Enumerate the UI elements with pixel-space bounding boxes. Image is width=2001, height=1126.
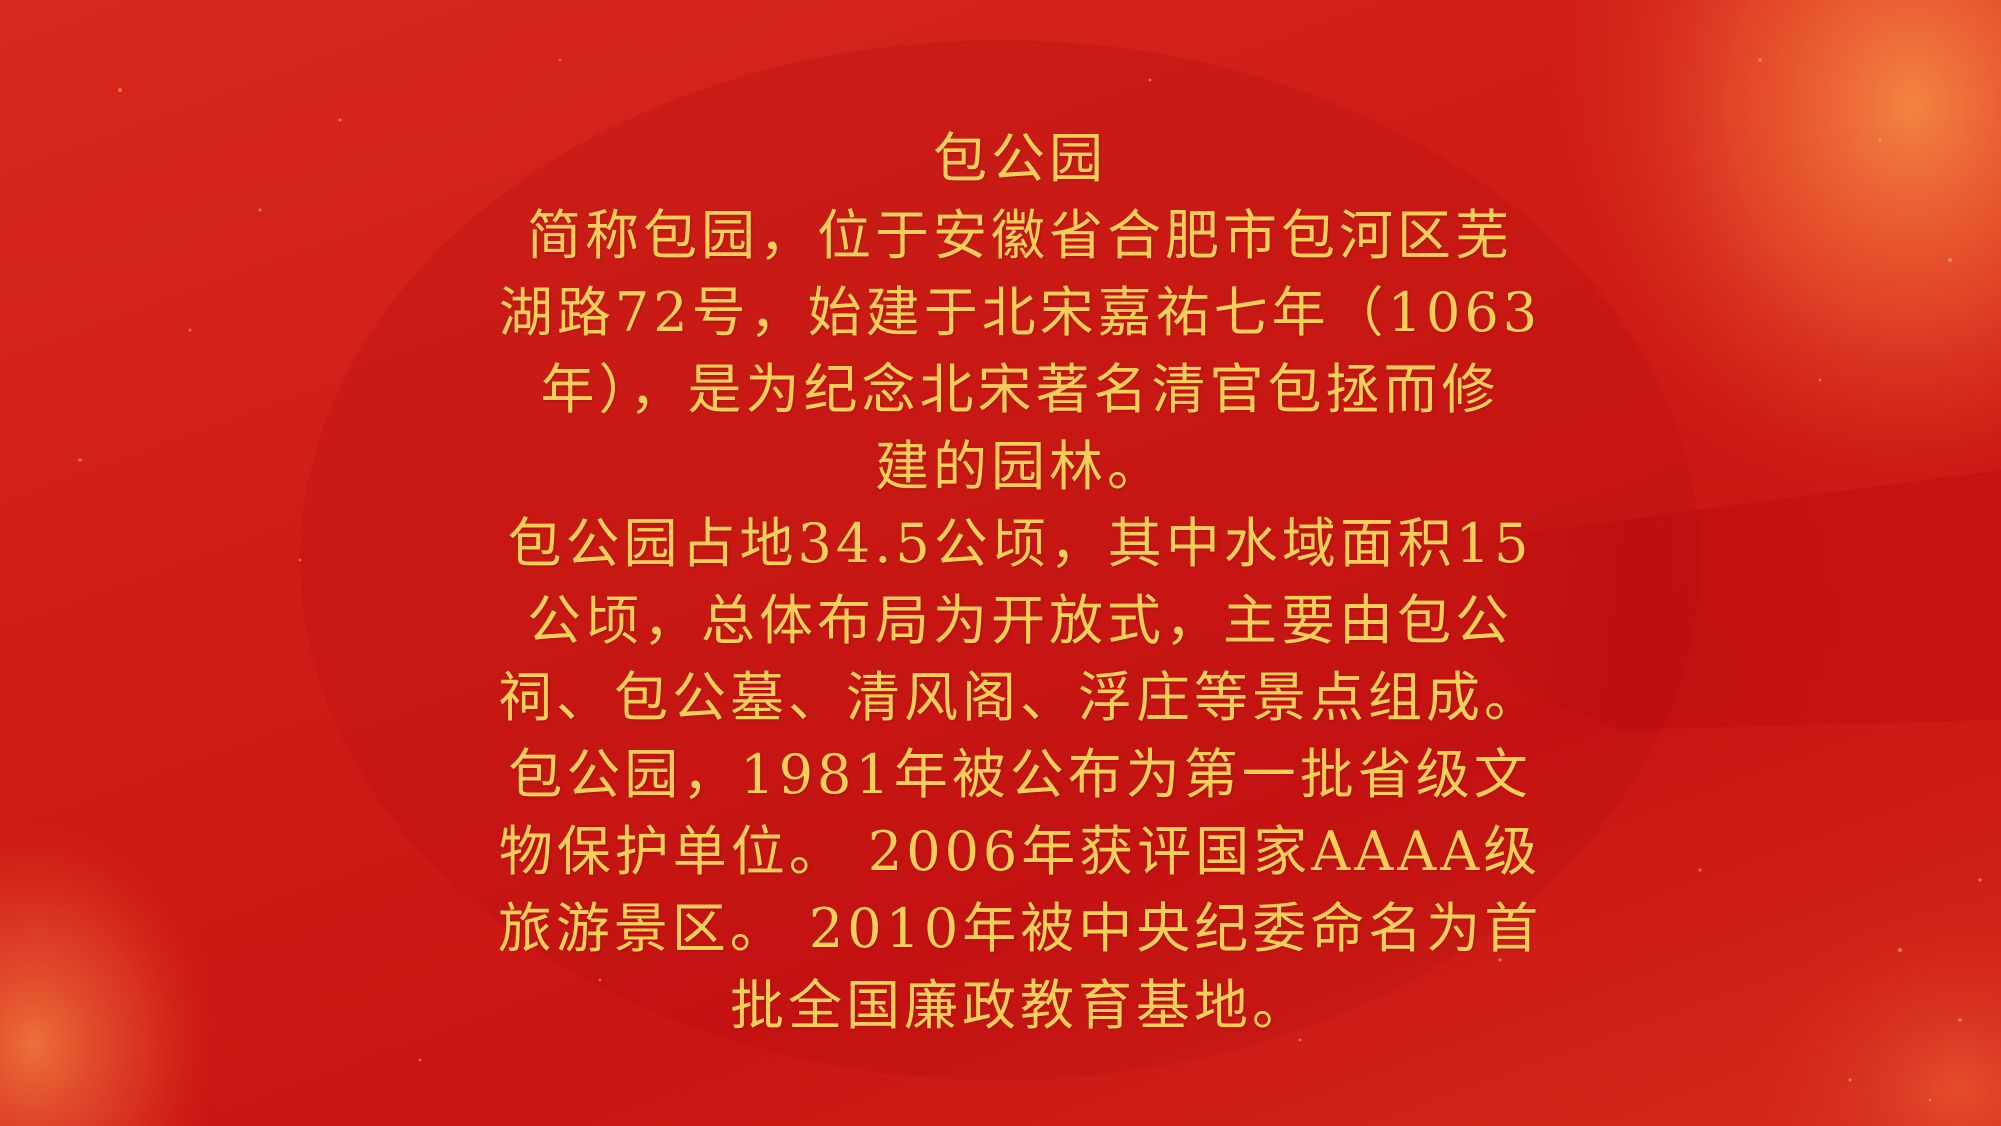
text-line: 包公园占地34.5公顷，其中水域面积15 (507, 512, 1533, 575)
text-line: 湖路72号，始建于北宋嘉祐七年（1063 (498, 281, 1542, 344)
text-block: 包公园 简称包园，位于安徽省合肥市包河区芜 湖路72号，始建于北宋嘉祐七年（10… (440, 120, 1600, 1044)
text-line: 建的园林。 (875, 435, 1165, 498)
text-line: 批全国廉政教育基地。 (730, 974, 1310, 1037)
text-line: 物保护单位。 2006年获评国家AAAA级 (498, 820, 1542, 883)
text-line: 旅游景区。 2010年被中央纪委命名为首 (497, 897, 1543, 960)
text-line: 包公园，1981年被公布为第一批省级文 (508, 743, 1532, 806)
text-line: 简称包园，位于安徽省合肥市包河区芜 (527, 204, 1513, 267)
title: 包公园 (933, 127, 1107, 190)
text-line: 公顷，总体布局为开放式，主要由包公 (527, 589, 1513, 652)
text-line: 祠、包公墓、清风阁、浮庄等景点组成。 (498, 666, 1542, 729)
text-line: 年），是为纪念北宋著名清官包拯而修 (540, 358, 1500, 421)
